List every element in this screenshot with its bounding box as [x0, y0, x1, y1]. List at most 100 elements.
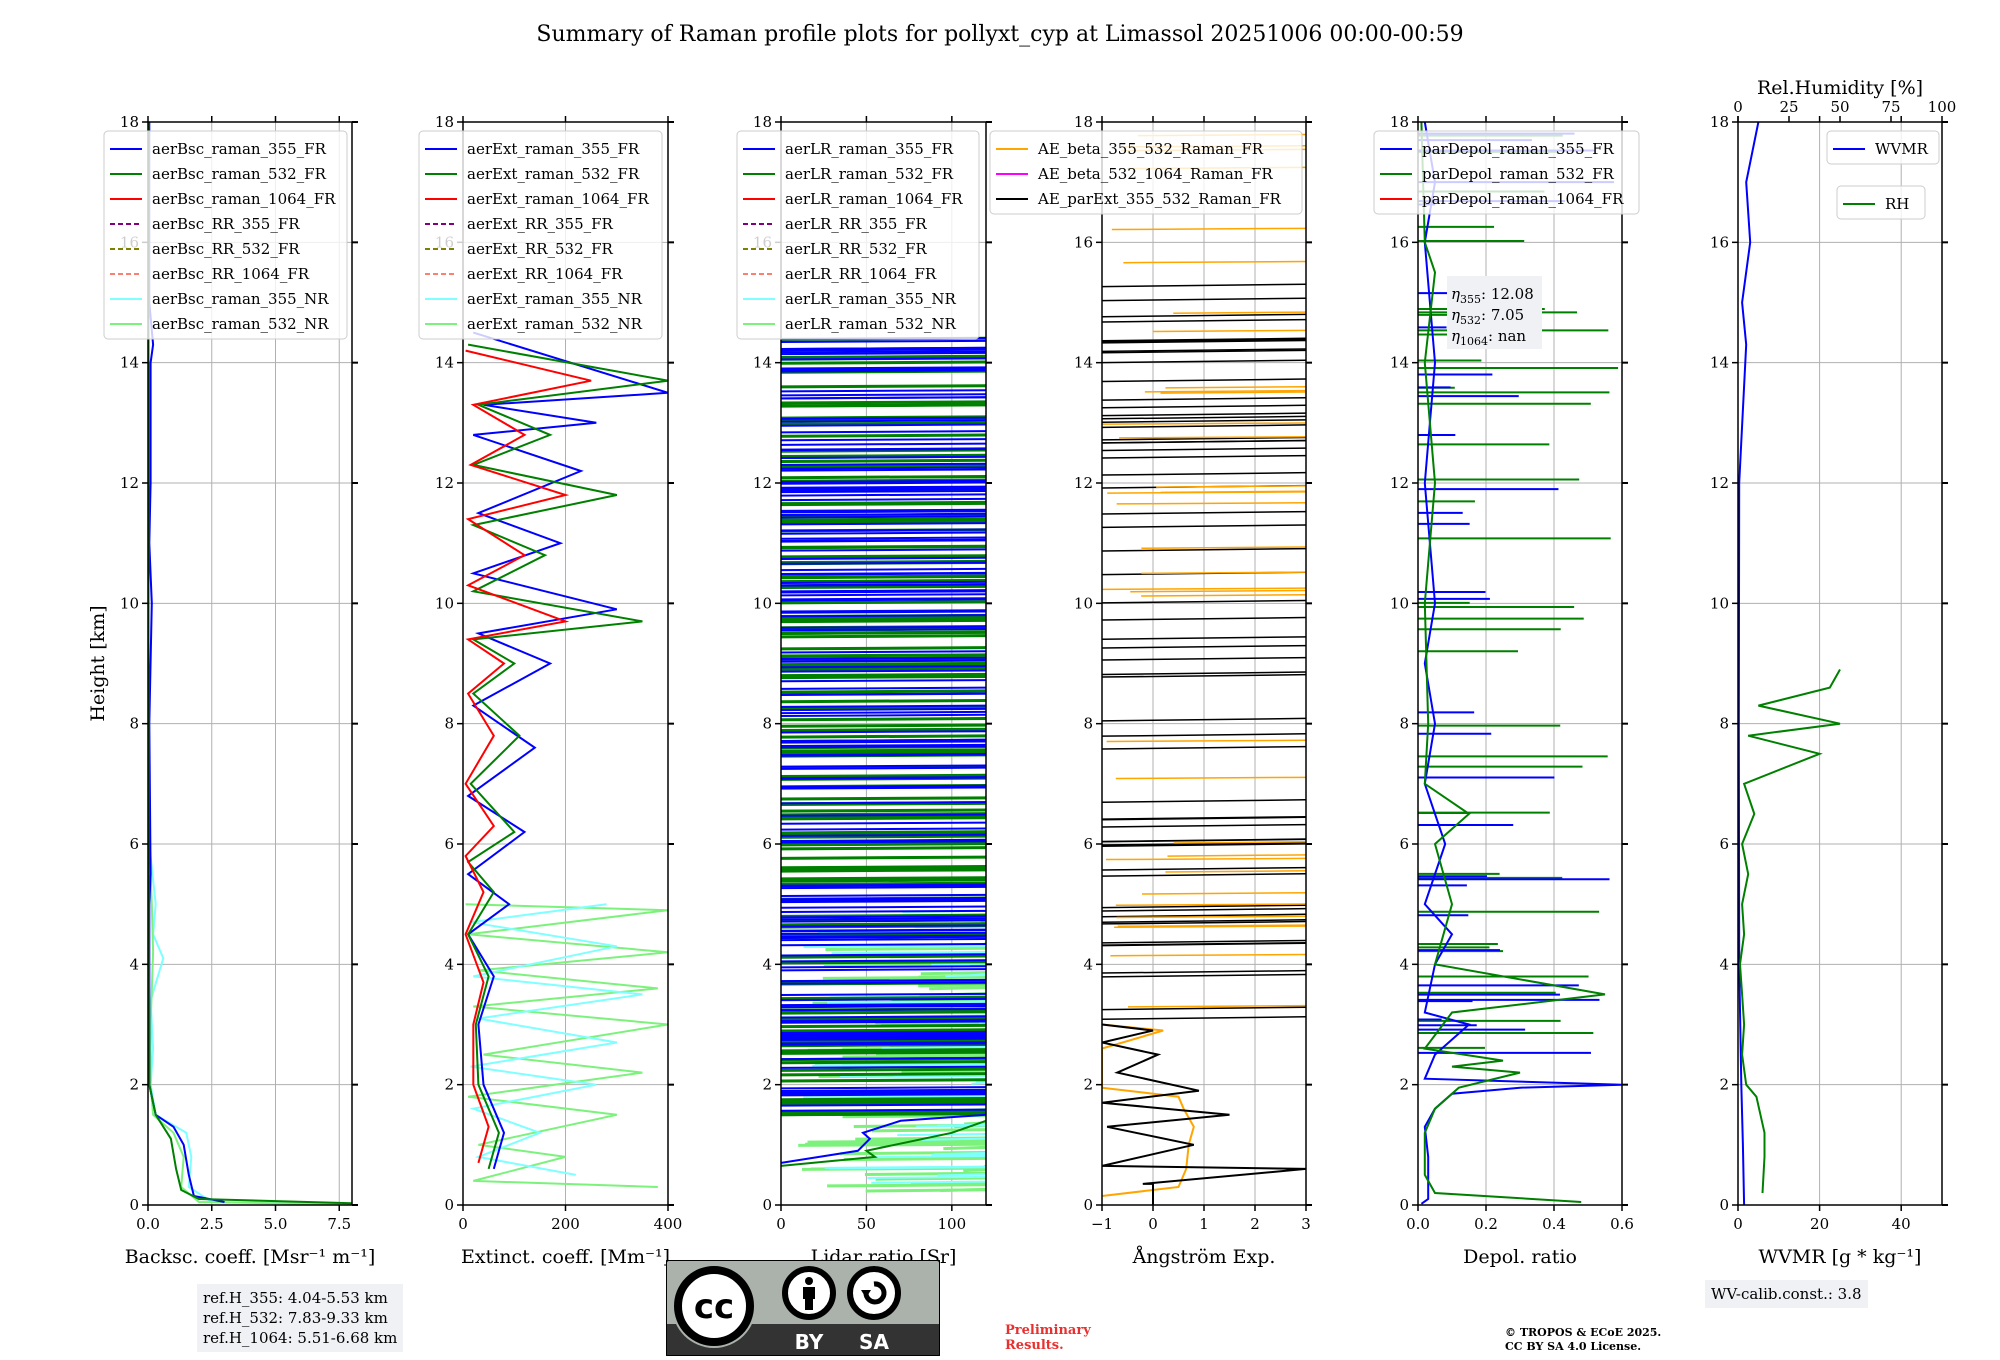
data-streak	[781, 1041, 986, 1045]
x-tick-label: 100	[938, 1215, 967, 1233]
data-streak	[781, 348, 986, 352]
data-streak	[1102, 823, 1306, 828]
x-tick-label: 0.0	[1406, 1215, 1430, 1233]
y-tick-label: 16	[1710, 233, 1729, 251]
y-tick-label: 6	[1719, 835, 1729, 853]
data-streak	[1102, 599, 1306, 604]
legend-frame	[736, 130, 980, 340]
data-streak	[827, 1000, 986, 1004]
data-streak	[781, 915, 986, 919]
data-streak	[781, 909, 986, 914]
data-streak	[781, 813, 986, 817]
data-streak	[824, 1165, 986, 1169]
data-streak	[781, 710, 986, 715]
data-streak	[1102, 904, 1306, 909]
data-streak	[781, 752, 986, 757]
x-tick-label: 0	[1733, 1215, 1743, 1233]
data-streak	[781, 463, 986, 469]
y-tick-label: 8	[444, 715, 454, 733]
y-tick-label: 10	[120, 594, 139, 612]
legend-entry: aerExt_RR_355_FR	[467, 215, 614, 233]
data-streak	[781, 893, 986, 898]
data-streak	[781, 766, 986, 770]
series-aerBsc_raman_355_FR	[148, 122, 225, 1203]
data-streak	[781, 707, 986, 712]
data-streak	[781, 689, 986, 694]
y-tick-label: 8	[129, 715, 139, 733]
data-streak	[831, 950, 986, 955]
data-streak	[1102, 942, 1306, 947]
legend-entry: AE_beta_532_1064_Raman_FR	[1037, 165, 1273, 183]
copyright-line-2: CC BY SA 4.0 License.	[1505, 1340, 1642, 1353]
data-streak	[931, 1152, 986, 1156]
data-streak	[781, 814, 986, 819]
data-streak	[781, 430, 986, 434]
data-streak	[781, 865, 986, 870]
y-tick-label: 12	[435, 474, 454, 492]
x-tick-label: 0.0	[136, 1215, 160, 1233]
data-streak	[781, 960, 986, 965]
data-streak	[781, 455, 986, 459]
copyright-note: © TROPOS & ECoE 2025. CC BY SA 4.0 Licen…	[1505, 1326, 1661, 1354]
top-x-tick-label: 100	[1928, 98, 1957, 116]
data-streak	[781, 841, 986, 847]
data-streak	[781, 1042, 986, 1046]
data-streak	[1106, 739, 1306, 743]
data-streak	[1144, 389, 1306, 393]
y-tick-label: 0	[1719, 1196, 1729, 1214]
data-streak	[1102, 318, 1306, 323]
y-tick-label: 2	[129, 1076, 139, 1094]
data-streak	[1102, 838, 1306, 843]
legend-entry: aerBsc_raman_532_FR	[152, 165, 327, 183]
legend: aerBsc_raman_355_FR aerBsc_raman_532_FRae…	[103, 130, 348, 340]
legend-entry: aerLR_raman_355_FR	[785, 140, 954, 158]
eta-value-1064: η1064: nan	[1451, 327, 1526, 348]
data-streak	[781, 421, 986, 426]
legend-entry: WVMR	[1875, 140, 1929, 158]
data-streak	[1102, 297, 1306, 302]
data-streak	[781, 468, 986, 472]
data-streak	[781, 466, 986, 470]
data-streak	[1102, 447, 1306, 452]
y-tick-label: 18	[1710, 113, 1729, 131]
legend-entry: aerBsc_RR_1064_FR	[152, 265, 310, 283]
data-streak	[781, 479, 986, 483]
x-tick-label: 50	[857, 1215, 876, 1233]
legend-entry: aerExt_raman_355_NR	[467, 290, 643, 308]
data-streak	[781, 367, 986, 372]
x-tick-label: 20	[1810, 1215, 1829, 1233]
data-streak	[781, 1037, 986, 1041]
data-streak	[1102, 313, 1306, 318]
data-streak	[781, 917, 986, 921]
data-streak	[1114, 925, 1306, 929]
data-streak	[1102, 973, 1306, 978]
data-streak	[781, 1100, 986, 1106]
data-streak	[781, 672, 986, 678]
data-streak	[1119, 435, 1306, 439]
y-tick-label: 16	[1390, 233, 1409, 251]
data-streak	[937, 1173, 986, 1177]
x-axis-label: Extinct. coeff. [Mm⁻¹]	[461, 1246, 670, 1268]
x-axis-label: Backsc. coeff. [Msr⁻¹ m⁻¹]	[125, 1246, 376, 1268]
legend-entry: aerLR_RR_355_FR	[785, 215, 927, 233]
data-streak	[781, 360, 986, 365]
badge-by-label: BY	[795, 1330, 824, 1354]
y-tick-label: 0	[762, 1196, 772, 1214]
data-streak	[1173, 311, 1306, 315]
data-streak	[781, 1060, 986, 1065]
data-streak	[781, 992, 986, 997]
data-streak	[781, 978, 986, 983]
data-streak	[781, 493, 986, 497]
data-streak	[781, 868, 986, 873]
data-streak	[1102, 841, 1306, 846]
data-streak	[781, 1048, 986, 1053]
y-tick-label: 8	[1399, 715, 1409, 733]
data-streak	[781, 884, 986, 888]
data-streak	[867, 1175, 986, 1180]
y-tick-label: 2	[444, 1076, 454, 1094]
data-streak	[842, 1054, 986, 1059]
x-tick-label: 0.2	[1474, 1215, 1498, 1233]
y-tick-label: 4	[444, 955, 454, 973]
data-streak	[1102, 969, 1306, 974]
